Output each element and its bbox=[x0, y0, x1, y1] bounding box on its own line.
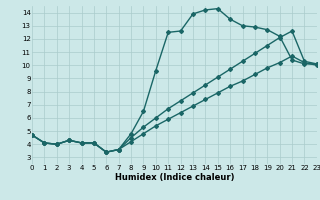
X-axis label: Humidex (Indice chaleur): Humidex (Indice chaleur) bbox=[115, 173, 234, 182]
